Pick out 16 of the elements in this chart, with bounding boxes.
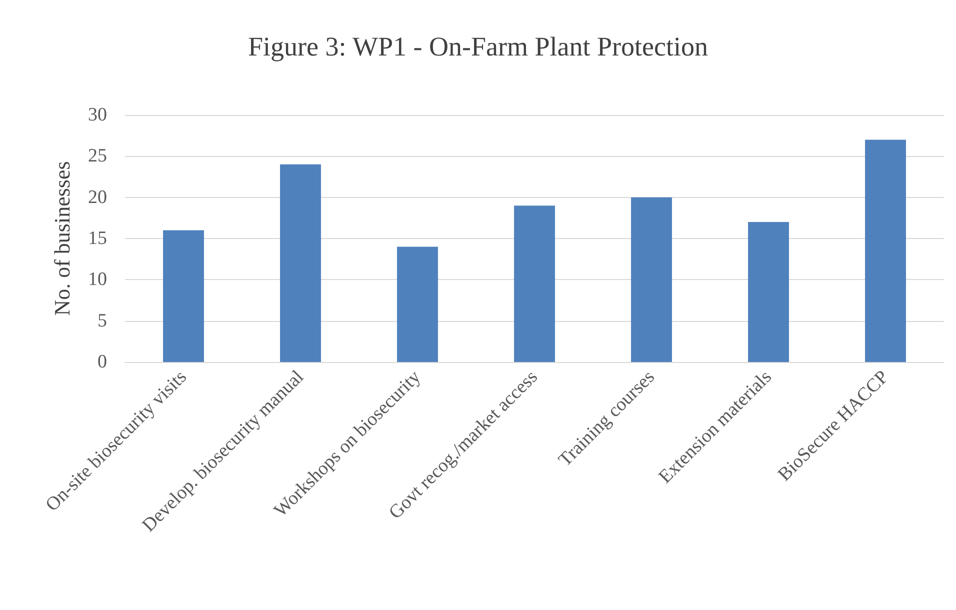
bar [280, 164, 321, 362]
y-tick-label: 20 [88, 186, 107, 208]
chart-title: Figure 3: WP1 - On-Farm Plant Protection [248, 32, 708, 62]
bar [163, 230, 204, 362]
y-tick-label: 30 [88, 104, 107, 126]
y-tick-label: 25 [88, 146, 107, 167]
y-tick-label: 5 [98, 310, 107, 332]
y-tick-label: 10 [88, 269, 107, 290]
y-tick-label: 0 [98, 352, 107, 372]
bar [865, 140, 906, 362]
bar [748, 222, 789, 362]
bar [631, 197, 672, 362]
y-axis-title: No. of businesses [50, 161, 74, 316]
bar [514, 206, 555, 362]
y-tick-label: 15 [88, 228, 107, 249]
bar [397, 246, 438, 362]
